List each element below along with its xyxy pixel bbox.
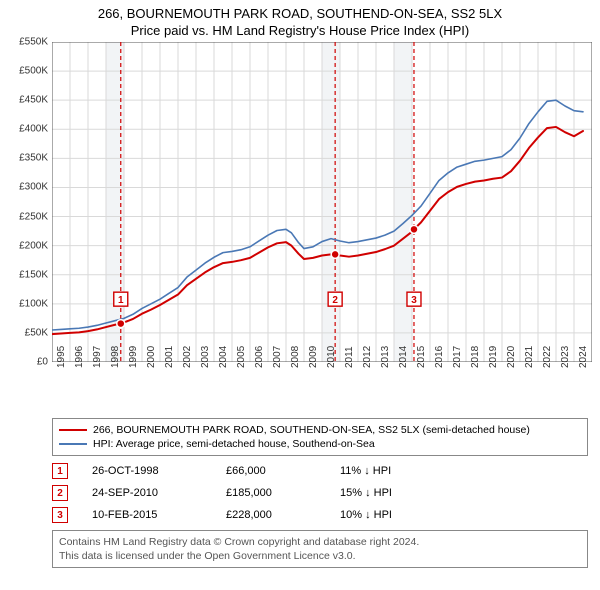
ytick-label: £450K bbox=[0, 95, 48, 106]
footnote-line1: Contains HM Land Registry data © Crown c… bbox=[59, 535, 581, 549]
plot-svg: 1 2 3 bbox=[52, 42, 592, 362]
event-price: £185,000 bbox=[226, 487, 316, 499]
xtick-label: 2016 bbox=[434, 346, 445, 368]
events-table: 1 26-OCT-1998 £66,000 11% ↓ HPI 2 24-SEP-2010… bbox=[52, 460, 588, 526]
xtick-label: 2000 bbox=[146, 346, 157, 368]
event-delta: 15% ↓ HPI bbox=[340, 487, 450, 499]
event-row: 2 24-SEP-2010 £185,000 15% ↓ HPI bbox=[52, 482, 588, 504]
xtick-label: 2010 bbox=[326, 346, 337, 368]
legend-swatch bbox=[59, 429, 87, 431]
legend-swatch bbox=[59, 443, 87, 445]
xtick-label: 2020 bbox=[506, 346, 517, 368]
ytick-label: £50K bbox=[0, 327, 48, 338]
xtick-label: 2019 bbox=[488, 346, 499, 368]
legend: 266, BOURNEMOUTH PARK ROAD, SOUTHEND-ON-… bbox=[52, 418, 588, 456]
title-subtitle: Price paid vs. HM Land Registry's House … bbox=[10, 23, 590, 38]
event-marker: 3 bbox=[52, 507, 68, 523]
event-row: 1 26-OCT-1998 £66,000 11% ↓ HPI bbox=[52, 460, 588, 482]
xtick-label: 1998 bbox=[110, 346, 121, 368]
xtick-label: 2006 bbox=[254, 346, 265, 368]
ytick-label: £400K bbox=[0, 124, 48, 135]
event-date: 24-SEP-2010 bbox=[92, 487, 202, 499]
xtick-label: 2018 bbox=[470, 346, 481, 368]
xtick-label: 2023 bbox=[560, 346, 571, 368]
footnote: Contains HM Land Registry data © Crown c… bbox=[52, 530, 588, 568]
title-address: 266, BOURNEMOUTH PARK ROAD, SOUTHEND-ON-… bbox=[10, 6, 590, 21]
ytick-label: £300K bbox=[0, 182, 48, 193]
ytick-label: £500K bbox=[0, 66, 48, 77]
xtick-label: 2022 bbox=[542, 346, 553, 368]
event-date: 10-FEB-2015 bbox=[92, 509, 202, 521]
legend-label: HPI: Average price, semi-detached house,… bbox=[93, 438, 375, 450]
ytick-label: £150K bbox=[0, 269, 48, 280]
footnote-line2: This data is licensed under the Open Gov… bbox=[59, 549, 581, 563]
xtick-label: 2007 bbox=[272, 346, 283, 368]
ytick-label: £200K bbox=[0, 240, 48, 251]
xtick-label: 2004 bbox=[218, 346, 229, 368]
xtick-label: 2024 bbox=[578, 346, 589, 368]
legend-row: HPI: Average price, semi-detached house,… bbox=[59, 437, 581, 451]
ytick-label: £250K bbox=[0, 211, 48, 222]
xtick-label: 2013 bbox=[380, 346, 391, 368]
legend-label: 266, BOURNEMOUTH PARK ROAD, SOUTHEND-ON-… bbox=[93, 424, 530, 436]
event-price: £66,000 bbox=[226, 465, 316, 477]
xtick-label: 1995 bbox=[56, 346, 67, 368]
svg-text:1: 1 bbox=[118, 295, 124, 306]
xtick-label: 2021 bbox=[524, 346, 535, 368]
ytick-label: £550K bbox=[0, 37, 48, 48]
xtick-label: 2003 bbox=[200, 346, 211, 368]
xtick-label: 2011 bbox=[344, 346, 355, 368]
xtick-label: 2015 bbox=[416, 346, 427, 368]
chart-area: 1 2 3 £0 £50K £100K £150K £200K £250K £300K £350K… bbox=[0, 42, 600, 412]
xtick-label: 2008 bbox=[290, 346, 301, 368]
ytick-label: £100K bbox=[0, 298, 48, 309]
xtick-label: 2012 bbox=[362, 346, 373, 368]
xtick-label: 2001 bbox=[164, 346, 175, 368]
event-marker: 2 bbox=[52, 485, 68, 501]
xtick-label: 1996 bbox=[74, 346, 85, 368]
ytick-label: £0 bbox=[0, 357, 48, 368]
event-delta: 11% ↓ HPI bbox=[340, 465, 450, 477]
xtick-label: 1999 bbox=[128, 346, 139, 368]
xtick-label: 2005 bbox=[236, 346, 247, 368]
title-block: 266, BOURNEMOUTH PARK ROAD, SOUTHEND-ON-… bbox=[0, 0, 600, 42]
event-price: £228,000 bbox=[226, 509, 316, 521]
svg-text:3: 3 bbox=[411, 295, 417, 306]
ytick-label: £350K bbox=[0, 153, 48, 164]
xtick-label: 2009 bbox=[308, 346, 319, 368]
svg-text:2: 2 bbox=[332, 295, 338, 306]
legend-row: 266, BOURNEMOUTH PARK ROAD, SOUTHEND-ON-… bbox=[59, 423, 581, 437]
event-marker: 1 bbox=[52, 463, 68, 479]
xtick-label: 1997 bbox=[92, 346, 103, 368]
xtick-label: 2017 bbox=[452, 346, 463, 368]
event-date: 26-OCT-1998 bbox=[92, 465, 202, 477]
xtick-label: 2002 bbox=[182, 346, 193, 368]
chart-container: 266, BOURNEMOUTH PARK ROAD, SOUTHEND-ON-… bbox=[0, 0, 600, 568]
xtick-label: 2014 bbox=[398, 346, 409, 368]
event-delta: 10% ↓ HPI bbox=[340, 509, 450, 521]
event-row: 3 10-FEB-2015 £228,000 10% ↓ HPI bbox=[52, 504, 588, 526]
